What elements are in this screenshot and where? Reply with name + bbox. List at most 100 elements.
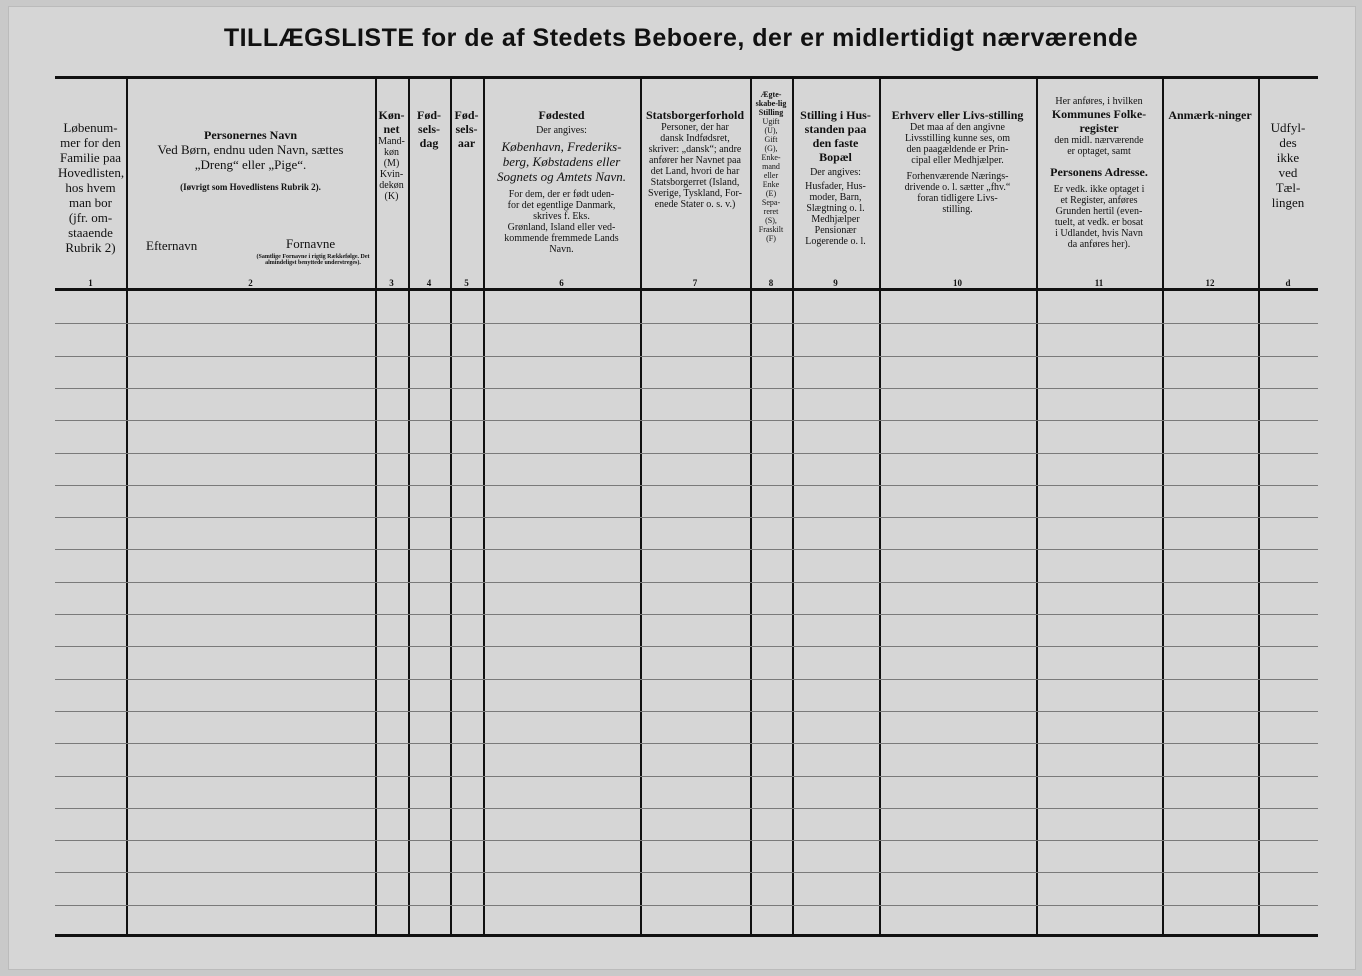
column-text-line: Familie paa [59,150,121,165]
row-line [55,387,1318,389]
column-heading: Ægte-skabe-lig Stilling [755,90,787,117]
column-divider [640,76,642,934]
row-line [55,872,1318,874]
column-text-line: staaende [68,225,113,240]
row-line [55,775,1318,777]
column-note-line: For dem, der er født uden- [508,189,615,200]
column-divider [408,76,410,934]
column-header-6: Fødested Der angives: København, Frederiks… [483,80,640,288]
column-text-line: Medhjælper [811,214,860,225]
column-note-line: Forhenværende Nærings- [906,171,1009,182]
column-text-line: Enke [762,180,780,189]
column-text-line: (E) [765,189,777,198]
column-note-line: Navn. [549,244,574,255]
column-text-line: Løbenum- [63,120,118,135]
census-form-sheet [8,6,1356,970]
column-text-line: enede Stater o. s. v.) [654,199,736,210]
column-text-line: Statsborgerret (Island, [650,177,740,188]
column-heading: Anmærk-ninger [1168,108,1252,122]
column-heading: Køn-net [378,108,405,136]
row-line [55,710,1318,712]
column-text-line: „Dreng“ eller „Pige“. [194,157,307,172]
column-text-line: Livsstilling kunne ses, om [905,133,1010,144]
column-text-line: Rubrik 2) [65,240,116,255]
column-text-line: dansk Indfødsret, [660,133,730,144]
column-text-line: København, Frederiks- [501,139,622,154]
row-line [55,614,1318,615]
column-header-7: Statsborgerforhold Personer, der har dansk… [640,80,750,288]
row-line [55,646,1318,648]
column-note-line: foran tidligere Livs- [917,193,998,204]
column-note: (Iøvrigt som Hovedlistens Rubrik 2). [180,182,321,192]
column-text-line: Gift [764,135,778,144]
column-text-line: man bor [69,195,112,210]
column-divider [1258,76,1260,934]
row-line [55,484,1318,486]
column-number: 4 [426,278,432,288]
row-line [55,452,1318,454]
column-divider [126,76,128,934]
column-text-line: skriver: „dansk“; andre [648,144,742,155]
column-text-line: Pensionær [814,225,857,236]
column-text-line: (F) [766,234,776,243]
column-text-line: det Land, hvori de har [650,166,740,177]
column-text-line: berg, Købstadens eller [502,154,621,169]
column-text-line: Logerende o. l. [805,236,866,247]
column-number: 12 [1205,278,1215,288]
column-header-3: Køn-net Mand-køn (M) Kvin-dekøn (K) 3 [375,80,408,288]
column-note-line: Grunden hertil (even- [1055,206,1143,217]
column-text-line: (U), [764,126,778,135]
column-number: 6 [559,278,564,288]
column-number: 9 [833,278,838,288]
column-heading: Fød-sels-aar [454,108,479,150]
column-subheading: Der angives: [810,167,861,178]
column-text-line: Mand- [378,136,405,147]
form-title: TILLÆGSLISTE for de af Stedets Beboere, … [223,24,1139,52]
column-header-4: Fød-sels-dag 4 [408,80,450,288]
column-note-line: for det egentlige Danmark, [507,200,616,211]
column-header-d: Udfyl-des ikke ved Tæl-lingen d [1258,80,1318,288]
column-subheading: Der angives: [536,125,587,136]
column-note-line: Er vedk. ikke optaget i [1053,184,1145,195]
column-note-line: da anføres her). [1067,239,1131,250]
column-text-line: (M) [383,158,400,169]
given-names-note: (Samtlige Fornavne i rigtig Rækkefølge. … [256,254,370,266]
column-number: 11 [1094,278,1104,288]
column-text-line: cipal eller Medhjælper. [911,155,1004,166]
column-heading: Kommunes Folke-register [1051,107,1147,135]
column-divider [879,76,881,934]
row-line [55,355,1318,357]
column-text-line: Ugift [762,117,780,126]
column-text-line: Sognets og Amtets Navn. [496,169,627,184]
column-text-line: køn [384,147,399,158]
column-heading: Erhverv eller Livs-stilling [891,108,1024,122]
column-text-line: den midl. nærværende [1054,135,1144,146]
column-header-1: Løbenum-mer for den Familie paa Hovedliste… [55,80,126,288]
column-heading: Personens Adresse. [1050,165,1148,179]
column-header-9: Stilling i Hus-standen paa den faste Bop… [792,80,879,288]
column-text-line: Ved Børn, endnu uden Navn, sættes [157,142,344,157]
column-text-line: Tæl- [1275,180,1301,195]
column-note-line: kommende fremmede Lands [504,233,619,244]
column-note-line: et Register, anføres [1060,195,1138,206]
column-note-line: drivende o. l. sætter „fhv.“ [904,182,1011,193]
column-text-line: den paagældende er Prin- [906,144,1009,155]
column-divider [483,76,485,934]
header-bottom-rule [55,288,1318,291]
column-text-line: Det maa af den angivne [910,122,1005,133]
row-line [55,420,1318,422]
column-pre-text: Her anføres, i hvilken [1055,96,1143,107]
column-number: 7 [692,278,698,288]
column-text-line: Fraskilt [758,225,784,234]
row-line [55,840,1318,842]
column-text-line: (jfr. om- [68,210,113,225]
given-names-label: Fornavne [286,236,336,251]
row-line [55,807,1318,809]
column-number: 8 [768,278,774,288]
column-note-line: Grønland, Island eller ved- [507,222,616,233]
column-text-line: dekøn [379,180,404,191]
column-number: 5 [464,278,469,288]
row-line [55,517,1318,519]
column-text-line: hos hvem [65,180,116,195]
column-heading: Fødested [538,108,585,122]
